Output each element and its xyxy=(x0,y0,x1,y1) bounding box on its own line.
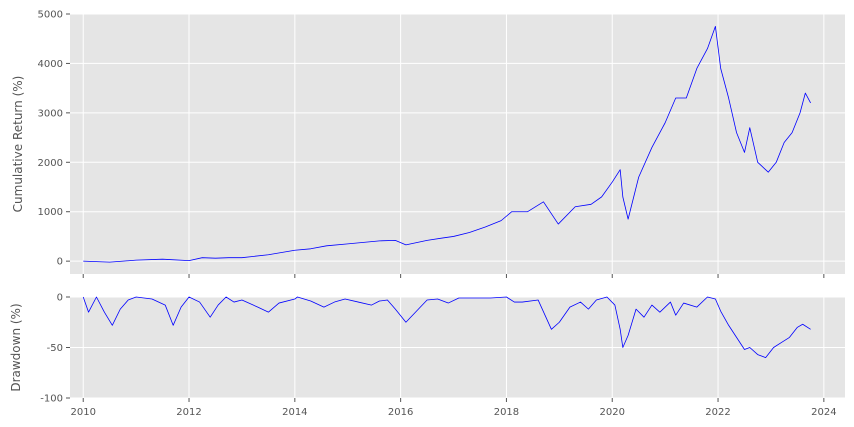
drawdown-panel: 2010 2012 2014 2016 2018 2020 2022 2024 0 -50 -100… xyxy=(9,293,845,419)
x-tick-label: 2016 xyxy=(388,407,413,418)
series-line-0 xyxy=(83,25,811,263)
cumulative-return-ticks: 0 1000 2000 3000 4000 5000 xyxy=(38,10,825,278)
x-tick-label: 2020 xyxy=(600,407,625,418)
y-tick-label: 1000 xyxy=(38,207,63,218)
y-tick-label: 4000 xyxy=(38,59,63,70)
x-tick-label: 2012 xyxy=(176,407,201,418)
y-tick-label: 5000 xyxy=(38,10,63,21)
y-tick-label: -100 xyxy=(40,394,63,405)
drawdown-grid xyxy=(70,296,845,399)
cumulative-return-ylabel: Cumulative Return (%) xyxy=(11,76,25,213)
drawdown-lines xyxy=(82,296,811,359)
cumulative-return-lines xyxy=(83,25,811,263)
cumulative-return-plot-area xyxy=(70,14,845,274)
y-tick-label: 3000 xyxy=(38,108,63,119)
series-line-0 xyxy=(82,296,811,359)
x-tick-label: 2010 xyxy=(70,407,95,418)
cumulative-return-grid xyxy=(70,13,845,274)
x-tick-label: 2024 xyxy=(811,407,836,418)
y-tick-label: 2000 xyxy=(38,158,63,169)
x-tick-label: 2018 xyxy=(494,407,519,418)
y-tick-label: 0 xyxy=(57,293,63,304)
drawdown-ylabel: Drawdown (%) xyxy=(9,303,23,391)
x-tick-label: 2014 xyxy=(282,407,307,418)
y-tick-label: -50 xyxy=(47,343,63,354)
drawdown-ticks: 2010 2012 2014 2016 2018 2020 2022 2024 0 -50 -100 xyxy=(40,293,836,419)
cumulative-return-panel: 0 1000 2000 3000 4000 5000 Cumulative Return … xyxy=(11,10,845,278)
x-tick-label: 2022 xyxy=(705,407,730,418)
y-tick-label: 0 xyxy=(57,257,63,268)
